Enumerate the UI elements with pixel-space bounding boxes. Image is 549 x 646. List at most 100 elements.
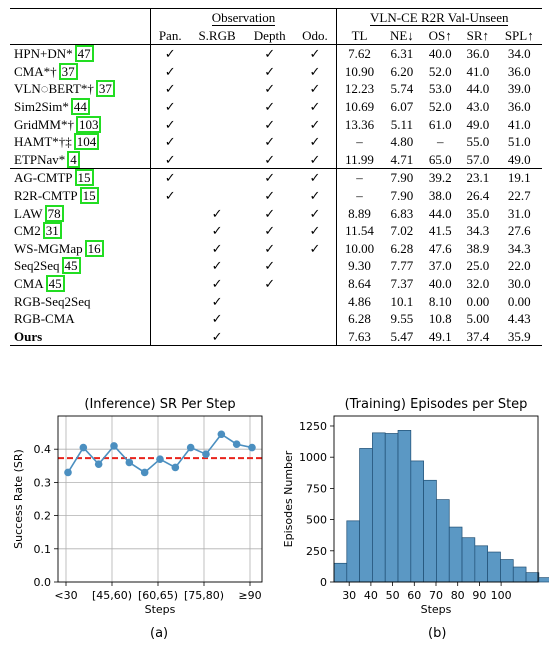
column-header: TL bbox=[336, 26, 383, 46]
observation-check-cell: ✓ bbox=[294, 115, 337, 134]
metric-value-cell: 5.11 bbox=[390, 116, 414, 132]
metric-value-cell: 7.90 bbox=[390, 187, 414, 203]
table-row: ETPNav* 4 ✓ ✓ ✓ 11.99 4.71 65.0 57.0 49.0 bbox=[10, 150, 542, 169]
sr-point bbox=[186, 443, 195, 452]
metric-value-cell: 10.69 bbox=[344, 98, 375, 114]
method-name-cell: CMA 45 bbox=[10, 274, 152, 293]
metric-value-cell: 41.5 bbox=[428, 223, 452, 239]
observation-check-cell bbox=[151, 310, 189, 328]
citation-link[interactable]: 47 bbox=[74, 45, 94, 63]
citation-link[interactable]: 31 bbox=[42, 222, 62, 240]
metric-value-cell: 13.36 bbox=[344, 116, 375, 132]
metric-value-cell: 6.31 bbox=[390, 46, 414, 62]
method-name: RGB-Seq2Seq bbox=[14, 293, 91, 309]
observation-check-cell bbox=[151, 240, 189, 258]
metric-value-cell: 6.28 bbox=[390, 240, 414, 256]
metric-value-cell: 41.0 bbox=[507, 116, 531, 132]
metric-value-cell: 4.80 bbox=[390, 134, 414, 150]
observation-check-cell: ✓ bbox=[211, 293, 223, 309]
histogram-bar bbox=[487, 551, 501, 583]
sr-point bbox=[248, 443, 256, 452]
metric-value-cell: 49.1 bbox=[421, 327, 460, 347]
observation-check-cell bbox=[189, 187, 245, 205]
method-name-cell: HAMT*†‡ 104 bbox=[10, 133, 152, 151]
table-body: HPN+DN* 47 ✓ ✓ ✓ 7.62 6.31 40.0 36.0 34.0 CMA*† 37 ✓… bbox=[10, 44, 542, 347]
metric-value-cell: 38.0 bbox=[428, 187, 452, 203]
citation-link[interactable]: 15 bbox=[74, 169, 94, 187]
citation-link[interactable]: 78 bbox=[44, 204, 64, 222]
method-name-cell: HPN+DN* 47 bbox=[10, 44, 152, 63]
observation-check-cell: ✓ bbox=[164, 134, 176, 150]
metric-value-cell: 6.28 bbox=[348, 311, 371, 327]
metric-value-cell: 57.0 bbox=[466, 151, 490, 167]
observation-check-cell: ✓ bbox=[294, 239, 337, 258]
observation-check-cell: ✓ bbox=[264, 240, 276, 256]
sr-point bbox=[79, 443, 88, 452]
table-row: R2R-CMTP 15 ✓ ✓ ✓ – 7.90 38.0 26.4 22.7 bbox=[10, 186, 542, 205]
citation-link[interactable]: 4 bbox=[67, 150, 80, 168]
metric-value-cell: 9.55 bbox=[390, 311, 414, 327]
citation-link[interactable]: 37 bbox=[58, 62, 78, 80]
citation-link[interactable]: 44 bbox=[70, 97, 90, 115]
method-name: WS-MGMap bbox=[14, 240, 83, 256]
method-name: Sim2Sim* bbox=[14, 98, 69, 114]
method-name-cell: Ours bbox=[10, 327, 152, 347]
y-tick-label: 0 bbox=[320, 576, 327, 589]
observation-check-cell bbox=[294, 327, 337, 347]
y-tick-label: 250 bbox=[306, 545, 327, 558]
histogram-bar bbox=[372, 432, 386, 583]
citation-link[interactable]: 15 bbox=[79, 186, 99, 204]
observation-check-cell bbox=[151, 275, 189, 293]
observation-check-cell: ✓ bbox=[211, 223, 223, 239]
x-axis-label: Steps bbox=[145, 603, 176, 616]
column-header: OS↑ bbox=[421, 26, 460, 46]
method-name: RGB-CMA bbox=[14, 311, 75, 327]
episodes-per-step-chart: 0 250 500 750 1000 1250 30 40 50 60 70 80 90 100 (Trai… bbox=[282, 397, 549, 616]
metric-value-cell: 8.89 bbox=[348, 205, 371, 221]
table-row: RGB-CMA ✓ 6.28 9.55 10.8 5.00 4.43 bbox=[10, 310, 542, 328]
method-column-header bbox=[10, 26, 152, 46]
observation-check-cell: ✓ bbox=[164, 116, 176, 132]
observation-check-cell: ✓ bbox=[264, 116, 276, 132]
metric-value-cell: 32.0 bbox=[466, 275, 490, 291]
observation-check-cell bbox=[294, 274, 337, 293]
histogram-bar bbox=[333, 562, 348, 583]
metric-value-cell: 36.0 bbox=[507, 98, 531, 114]
metric-value-cell: 40.0 bbox=[428, 46, 452, 62]
observation-check-cell: ✓ bbox=[245, 168, 295, 187]
metric-value-cell: 9.30 bbox=[348, 258, 371, 274]
method-name-cell: WS-MGMap 16 bbox=[10, 239, 152, 258]
citation-link[interactable]: 16 bbox=[84, 239, 104, 257]
method-name: VLN◌BERT*† bbox=[14, 81, 94, 97]
method-name-cell: Seq2Seq 45 bbox=[10, 257, 152, 275]
citation-link[interactable]: 103 bbox=[75, 115, 102, 133]
metric-value-cell: 65.0 bbox=[428, 151, 452, 167]
citation-link[interactable]: 37 bbox=[95, 80, 115, 98]
method-name-cell: RGB-CMA bbox=[10, 310, 152, 328]
metric-value-cell: 8.10 bbox=[428, 293, 452, 309]
method-name: Ours bbox=[14, 328, 43, 344]
method-name-cell: GridMM*† 103 bbox=[10, 115, 152, 134]
method-name-cell: VLN◌BERT*† 37 bbox=[10, 80, 152, 98]
sr-point bbox=[125, 458, 134, 467]
observation-check-cell: ✓ bbox=[211, 275, 223, 291]
metric-value-cell: 4.71 bbox=[390, 151, 414, 167]
metric-value-cell: 44.0 bbox=[466, 81, 490, 97]
plot-frame bbox=[57, 415, 263, 583]
citation-link[interactable]: 45 bbox=[61, 257, 81, 275]
metric-value-cell: – bbox=[436, 134, 444, 150]
method-name-cell: RGB-Seq2Seq bbox=[10, 292, 152, 311]
citation-link[interactable]: 104 bbox=[73, 133, 100, 151]
citation-link[interactable]: 45 bbox=[45, 274, 65, 292]
x-tick-label: 100 bbox=[491, 589, 512, 602]
observation-check-cell: ✓ bbox=[264, 205, 276, 221]
metric-value-cell: 7.77 bbox=[390, 258, 414, 274]
histogram-bar bbox=[448, 526, 463, 583]
method-name: AG-CMTP bbox=[14, 170, 73, 186]
observation-check-cell: ✓ bbox=[164, 46, 176, 62]
table-row: CM2 31 ✓ ✓ ✓ 11.54 7.02 41.5 34.3 27.6 bbox=[10, 222, 542, 240]
metric-value-cell: 23.1 bbox=[459, 168, 497, 187]
metric-value-cell: 39.2 bbox=[421, 168, 460, 187]
metric-value-cell: 0.00 bbox=[507, 293, 531, 309]
metric-value-cell: 7.37 bbox=[390, 275, 414, 291]
